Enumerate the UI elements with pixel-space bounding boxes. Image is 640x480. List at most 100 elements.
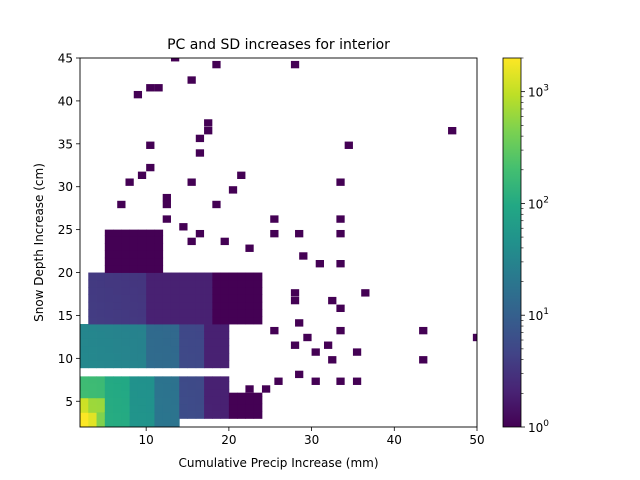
heatmap-cell bbox=[448, 126, 457, 135]
heatmap-cell bbox=[137, 360, 147, 369]
heatmap-cell bbox=[88, 390, 97, 399]
heatmap-cell bbox=[129, 345, 139, 354]
heatmap-cell bbox=[195, 376, 205, 382]
heatmap-cell bbox=[179, 338, 188, 347]
heatmap-cell bbox=[154, 360, 164, 369]
heatmap-cell bbox=[220, 294, 230, 303]
heatmap-cell bbox=[146, 279, 155, 288]
heatmap-cell bbox=[311, 348, 320, 356]
heatmap-cell bbox=[170, 404, 180, 413]
heatmap-cell bbox=[129, 382, 139, 391]
heatmap-cell bbox=[270, 215, 279, 223]
heatmap-cell bbox=[146, 330, 155, 339]
heatmap-cell bbox=[121, 287, 131, 295]
heatmap-cell bbox=[195, 301, 205, 310]
heatmap-cell bbox=[195, 345, 205, 354]
heatmap-cell bbox=[96, 405, 106, 413]
heatmap-cell bbox=[80, 360, 89, 369]
x-tick-label: 20 bbox=[221, 433, 236, 447]
heatmap-cell bbox=[220, 237, 229, 246]
heatmap-cell bbox=[113, 272, 122, 281]
heatmap-cell bbox=[204, 330, 213, 339]
heatmap-cell bbox=[195, 324, 205, 332]
heatmap-cell bbox=[104, 309, 114, 318]
heatmap-cell bbox=[253, 411, 263, 419]
heatmap-cell bbox=[162, 193, 171, 202]
heatmap-cell bbox=[253, 316, 263, 325]
heatmap-cell bbox=[104, 330, 114, 339]
heatmap-cell bbox=[137, 397, 147, 406]
heatmap-cell bbox=[96, 324, 106, 332]
heatmap-cell bbox=[88, 419, 97, 427]
heatmap-cell bbox=[336, 326, 345, 335]
heatmap-cell bbox=[113, 279, 122, 288]
heatmap-cell bbox=[121, 229, 131, 237]
heatmap-cell bbox=[228, 287, 238, 295]
heatmap-cell bbox=[96, 316, 106, 325]
heatmap-cell bbox=[154, 324, 164, 332]
heatmap-cell bbox=[299, 252, 308, 260]
heatmap-cell bbox=[179, 396, 188, 405]
heatmap-cells bbox=[80, 58, 477, 427]
heatmap-cell bbox=[472, 333, 477, 342]
heatmap-cell bbox=[187, 294, 197, 303]
heatmap-cell bbox=[146, 250, 155, 259]
heatmap-cell bbox=[195, 403, 205, 412]
heatmap-cell bbox=[104, 412, 114, 421]
heatmap-cell bbox=[162, 345, 172, 354]
heatmap-cell bbox=[88, 360, 97, 369]
x-tick-label: 40 bbox=[387, 433, 402, 447]
heatmap-cell bbox=[88, 279, 97, 288]
heatmap-cell bbox=[88, 376, 97, 384]
heatmap-cell bbox=[220, 301, 230, 310]
heatmap-cell bbox=[104, 272, 114, 281]
heatmap-cell bbox=[195, 287, 205, 295]
heatmap-cell bbox=[129, 279, 139, 288]
heatmap-cell bbox=[154, 294, 164, 303]
heatmap-cell bbox=[220, 324, 230, 332]
heatmap-cell bbox=[162, 376, 172, 384]
heatmap-cell bbox=[212, 279, 222, 288]
heatmap-cell bbox=[129, 309, 139, 318]
heatmap-cell bbox=[179, 223, 188, 231]
heatmap-cell bbox=[179, 376, 188, 382]
heatmap-cell bbox=[204, 403, 213, 412]
heatmap-cell bbox=[88, 287, 97, 295]
heatmap-cell bbox=[104, 235, 114, 244]
heatmap-cell bbox=[113, 243, 122, 251]
heatmap-cell bbox=[146, 163, 155, 172]
heatmap-cell bbox=[129, 250, 139, 259]
heatmap-cell bbox=[204, 126, 213, 135]
heatmap-cell bbox=[121, 360, 131, 369]
heatmap-cell bbox=[311, 377, 320, 385]
heatmap-cell bbox=[113, 419, 122, 427]
heatmap-cell bbox=[104, 229, 114, 237]
heatmap-cell bbox=[121, 390, 131, 398]
heatmap-cell bbox=[245, 287, 255, 295]
heatmap-cell bbox=[228, 392, 238, 397]
heatmap-cell bbox=[162, 353, 172, 361]
heatmap-cell bbox=[80, 330, 89, 339]
heatmap-cell bbox=[80, 376, 89, 384]
heatmap-cell bbox=[162, 390, 172, 398]
heatmap-cell bbox=[212, 272, 222, 281]
heatmap-cell bbox=[146, 257, 155, 266]
heatmap-cell bbox=[170, 345, 180, 354]
heatmap-cell bbox=[187, 324, 197, 332]
heatmap-cell bbox=[212, 353, 222, 361]
heatmap-cell bbox=[195, 353, 205, 361]
heatmap-cell bbox=[129, 330, 139, 339]
heatmap-cell bbox=[104, 316, 114, 325]
heatmap-cell bbox=[121, 419, 131, 427]
heatmap-cell bbox=[336, 229, 345, 238]
heatmap-cell bbox=[88, 330, 97, 339]
heatmap-cell bbox=[104, 419, 114, 427]
heatmap-cell bbox=[104, 345, 114, 354]
heatmap-cell bbox=[154, 265, 164, 273]
heatmap-cell bbox=[179, 360, 188, 369]
heatmap-cell bbox=[195, 388, 205, 397]
heatmap-cell bbox=[170, 272, 180, 281]
heatmap-cell bbox=[195, 272, 205, 281]
heatmap-cell bbox=[80, 345, 89, 354]
heatmap-cell bbox=[220, 330, 230, 339]
